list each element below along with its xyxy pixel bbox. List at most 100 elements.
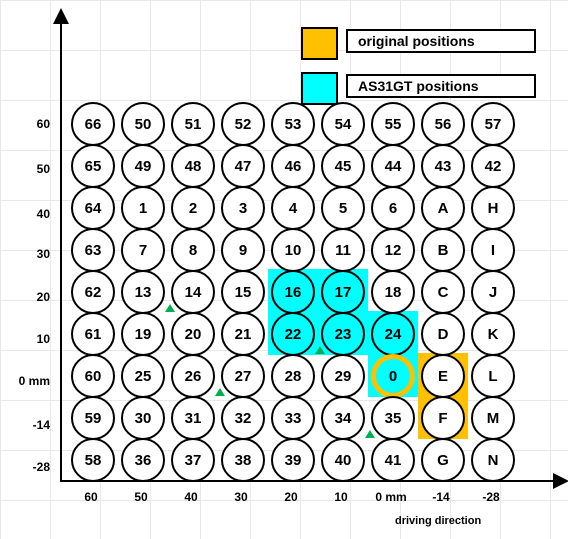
x-tick: -14 [416,490,466,504]
grid-cell: 47 [221,144,265,188]
grid-cell: 57 [471,102,515,146]
grid-cell: K [471,312,515,356]
grid-cell: 17 [321,270,365,314]
x-tick: 10 [316,490,366,504]
y-axis-arrow [53,8,69,24]
grid-cell: 66 [71,102,115,146]
grid-cell: 40 [321,438,365,482]
grid-cell: 54 [321,102,365,146]
grid-cell: 16 [271,270,315,314]
green-triangle [215,388,225,396]
grid-cell: 9 [221,228,265,272]
grid-cell: 18 [371,270,415,314]
grid-cell: 45 [321,144,365,188]
grid-cell: 59 [71,396,115,440]
grid-cell: 12 [371,228,415,272]
grid-cell: 23 [321,312,365,356]
y-tick: 50 [10,162,50,176]
grid-cell: 31 [171,396,215,440]
y-tick: 30 [10,247,50,261]
grid-cell: 39 [271,438,315,482]
grid-cell: 10 [271,228,315,272]
grid-cell: 8 [171,228,215,272]
grid-cell: 2 [171,186,215,230]
grid-cell: 5 [321,186,365,230]
grid-cell: 44 [371,144,415,188]
grid-cell: 42 [471,144,515,188]
grid-cell: D [421,312,465,356]
grid-cell: 36 [121,438,165,482]
legend-swatch-as31gt [301,72,338,105]
grid-cell: 1 [121,186,165,230]
x-tick: 40 [166,490,216,504]
x-tick: 0 mm [366,490,416,504]
grid-cell: 62 [71,270,115,314]
grid-cell: 51 [171,102,215,146]
grid-cell: E [421,354,465,398]
grid-cell: 35 [371,396,415,440]
grid-cell: 61 [71,312,115,356]
grid-cell: F [421,396,465,440]
grid-cell: 27 [221,354,265,398]
grid-cell: 7 [121,228,165,272]
grid-cell: I [471,228,515,272]
legend-label-original: original positions [346,29,536,53]
grid-cell: 14 [171,270,215,314]
grid-cell: 49 [121,144,165,188]
grid-cell: 46 [271,144,315,188]
y-tick: -14 [10,418,50,432]
grid-cell: J [471,270,515,314]
grid-cell: 34 [321,396,365,440]
grid-cell: 11 [321,228,365,272]
y-tick: 20 [10,290,50,304]
grid-cell: 4 [271,186,315,230]
driving-direction-label: driving direction [395,515,481,527]
grid-cell: 53 [271,102,315,146]
x-tick: -28 [466,490,516,504]
x-tick: 60 [66,490,116,504]
y-axis [60,20,62,480]
grid-cell: 22 [271,312,315,356]
grid-cell: 48 [171,144,215,188]
grid-cell: 25 [121,354,165,398]
grid-cell: 37 [171,438,215,482]
y-tick: 0 mm [10,374,50,388]
green-triangle [315,346,325,354]
grid-cell: 63 [71,228,115,272]
grid-cell: 50 [121,102,165,146]
grid-cell: 20 [171,312,215,356]
grid-cell: B [421,228,465,272]
green-triangle [165,304,175,312]
grid-cell: 60 [71,354,115,398]
grid-cell: 43 [421,144,465,188]
x-tick: 20 [266,490,316,504]
green-triangle [365,430,375,438]
grid-cell: C [421,270,465,314]
grid-cell: 29 [321,354,365,398]
grid-cell: 26 [171,354,215,398]
grid-cell: 3 [221,186,265,230]
x-axis-arrow [553,473,568,489]
grid-cell: 41 [371,438,415,482]
grid-cell: 0 [371,354,415,398]
diagram-canvas: original positions AS31GT positions 60 5… [0,0,568,539]
grid-cell: 38 [221,438,265,482]
grid-cell: 19 [121,312,165,356]
grid-cell: 55 [371,102,415,146]
legend-swatch-original [301,27,338,60]
grid-cell: 52 [221,102,265,146]
grid-cell: G [421,438,465,482]
grid-cell: 15 [221,270,265,314]
grid-cell: 32 [221,396,265,440]
grid-cell: 33 [271,396,315,440]
grid-cell: 56 [421,102,465,146]
grid-cell: H [471,186,515,230]
grid-cell: 13 [121,270,165,314]
grid-cell: 28 [271,354,315,398]
x-tick: 50 [116,490,166,504]
grid-cell: A [421,186,465,230]
grid-cell: 64 [71,186,115,230]
grid-cell: L [471,354,515,398]
grid-cell: 24 [371,312,415,356]
legend-label-as31gt: AS31GT positions [346,74,536,98]
